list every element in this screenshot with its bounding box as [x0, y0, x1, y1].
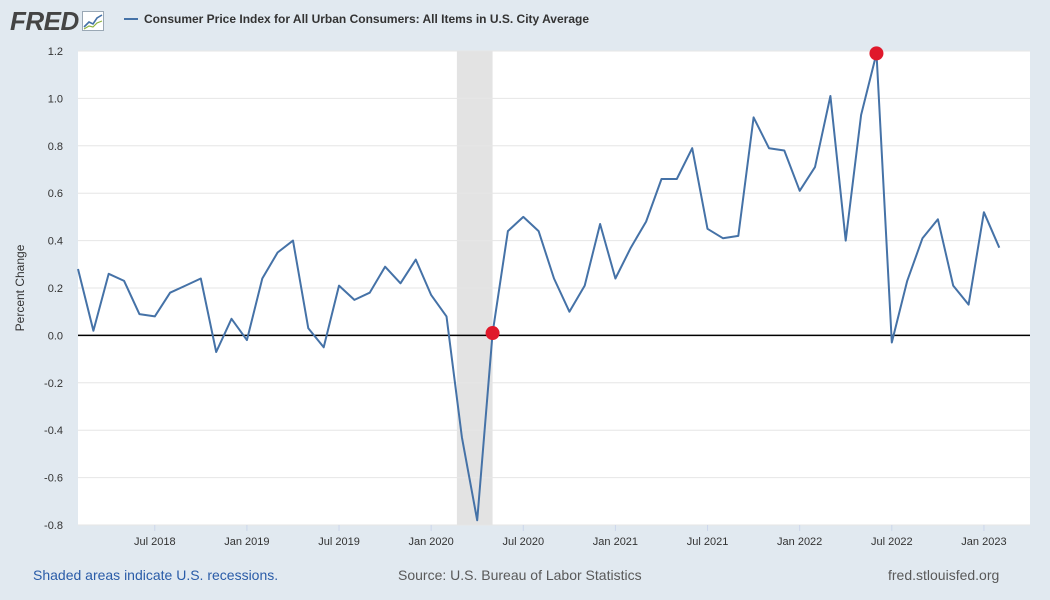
x-tick-label: Jul 2022 [871, 536, 913, 548]
x-tick-label: Jul 2019 [318, 536, 360, 548]
y-tick-label: 1.0 [48, 93, 63, 105]
y-tick-label: 0.8 [48, 141, 63, 153]
y-tick-label: 0.2 [48, 283, 63, 295]
x-tick-label: Jan 2020 [409, 536, 454, 548]
y-axis-label: Percent Change [13, 244, 27, 331]
series-line[interactable] [77, 52, 1001, 522]
y-tick-label: -0.2 [44, 378, 63, 390]
y-tick-label: 1.2 [48, 46, 63, 58]
x-tick-label: Jul 2020 [502, 536, 544, 548]
y-tick-label: -0.4 [44, 425, 63, 437]
logo-text: FRED [10, 5, 79, 36]
x-tick-label: Jan 2023 [961, 536, 1006, 548]
y-tick-label: -0.6 [44, 473, 63, 485]
chart-trend-icon [81, 11, 104, 31]
legend-series-label: Consumer Price Index for All Urban Consu… [144, 12, 589, 26]
highlight-marker[interactable] [485, 326, 500, 341]
y-tick-label: 0.0 [48, 330, 63, 342]
site-url: fred.stlouisfed.org [888, 567, 1000, 583]
legend-series-swatch [124, 18, 138, 20]
y-tick-label: -0.8 [44, 520, 63, 532]
y-tick-label: 0.4 [48, 236, 63, 248]
x-tick-label: Jan 2021 [593, 536, 638, 548]
y-tick-label: 0.6 [48, 188, 63, 200]
x-tick-label: Jan 2022 [777, 536, 822, 548]
x-tick-label: Jul 2018 [134, 536, 176, 548]
x-tick-label: Jul 2021 [687, 536, 729, 548]
fred-logo[interactable]: FRED [10, 6, 104, 36]
x-tick-label: Jan 2019 [224, 536, 269, 548]
highlight-marker[interactable] [869, 46, 884, 61]
source-text: Source: U.S. Bureau of Labor Statistics [398, 567, 642, 583]
chart-legend[interactable]: Consumer Price Index for All Urban Consu… [124, 12, 589, 26]
recession-note-link[interactable]: Shaded areas indicate U.S. recessions. [33, 567, 279, 583]
